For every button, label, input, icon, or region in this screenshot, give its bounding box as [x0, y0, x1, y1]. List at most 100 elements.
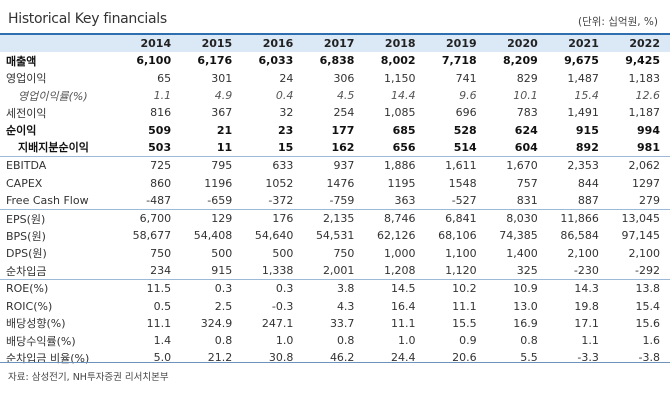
year-header: 2017 [303, 35, 365, 53]
table-cell: 1195 [387, 176, 416, 190]
table-cell: 860 [150, 176, 172, 190]
table-cell: 831 [516, 193, 538, 207]
table-cell: 306 [333, 71, 355, 85]
table-cell: 11.1 [146, 316, 172, 330]
table-cell: 509 [148, 123, 172, 137]
row-label: 매출액 [6, 54, 37, 68]
unit-label: (단위: 십억원, %) [577, 16, 658, 28]
table-cell: 6,838 [319, 54, 355, 68]
table-row: ROE(%) 11.5 0.3 0.3 3.8 14.5 10.2 10.9 14.3 13.8 [0, 279, 670, 298]
table-cell: 367 [211, 106, 233, 120]
table-cell: 16.4 [391, 299, 416, 313]
table-cell: -759 [329, 193, 355, 207]
financials-table: 2014 2015 2016 2017 2018 2019 2020 2021 … [0, 35, 670, 367]
table-cell: 2,135 [303, 208, 365, 228]
row-label: 영업이익 [6, 72, 47, 86]
table-cell: 503 [148, 140, 172, 154]
table-cell: 528 [453, 123, 477, 137]
table-cell: 254 [333, 106, 355, 120]
table-cell: 19.8 [574, 299, 599, 313]
table-cell: 783 [516, 106, 538, 120]
table-cell: 514 [453, 140, 477, 154]
table-cell: 97,145 [621, 229, 661, 243]
table-cell: 937 [303, 156, 365, 175]
table-row: 매출액 6,100 6,176 6,033 6,838 8,002 7,718 8,209 9,… [0, 52, 670, 69]
row-label: ROE(%) [0, 279, 120, 298]
table-cell: 0.3 [242, 279, 304, 298]
table-cell: 0.8 [336, 334, 355, 348]
table-row: CAPEX 860 1196 1052 1476 1195 1548 757 844 1297 [0, 174, 670, 191]
table-row: 순차입금 234 915 1,338 2,001 1,208 1,120 325 -230 -29… [0, 262, 670, 280]
table-cell: 12.6 [635, 89, 661, 103]
row-label: DPS(원) [6, 247, 47, 261]
table-row: EBITDA 725 795 633 937 1,886 1,611 1,670 2,353 2,… [0, 156, 670, 175]
table-cell: 32 [279, 106, 294, 120]
row-label: ROIC(%) [6, 299, 53, 313]
table-cell: 1,670 [486, 156, 548, 175]
table-cell: 1,120 [445, 264, 477, 277]
table-cell: 795 [181, 156, 243, 175]
table-cell: 11,866 [547, 208, 609, 228]
table-cell: 1,208 [384, 264, 416, 277]
table-cell: 0.8 [520, 334, 538, 348]
table-row: 영업이익 65 301 24 306 1,150 741 829 1,487 1,183 [0, 70, 670, 87]
year-header: 2019 [425, 35, 487, 53]
top-divider [0, 33, 670, 35]
table-cell: 750 [150, 246, 172, 260]
table-cell: 15.5 [452, 316, 477, 330]
table-cell: -230 [573, 264, 599, 277]
table-cell: 981 [637, 140, 660, 154]
table-cell: 23 [278, 123, 294, 137]
table-cell: 14.5 [364, 279, 426, 298]
table-cell: 62,126 [377, 229, 416, 243]
table-cell: 2,062 [608, 156, 670, 175]
table-cell: 16.9 [513, 316, 538, 330]
table-cell: -3.3 [577, 351, 599, 365]
table-cell: 11.1 [391, 316, 416, 330]
table-cell: 74,385 [499, 229, 538, 243]
table-cell: 624 [514, 123, 538, 137]
table-cell: 15.4 [635, 299, 661, 313]
table-cell: 8,209 [502, 54, 538, 68]
table-cell: 1,611 [425, 156, 487, 175]
table-cell: 844 [577, 176, 599, 190]
table-cell: 162 [331, 140, 355, 154]
table-cell: 46.2 [329, 351, 355, 365]
table-cell: 1297 [632, 176, 660, 190]
table-cell: 8,030 [486, 208, 548, 228]
row-label: EBITDA [0, 156, 120, 175]
table-cell: 0.4 [275, 89, 294, 103]
table-cell: 68,106 [438, 229, 477, 243]
table-row: ROIC(%) 0.5 2.5 -0.3 4.3 16.4 11.1 13.0 19.8 15.4 [0, 297, 670, 314]
row-label: 영업이익률(%) [18, 89, 88, 103]
table-cell: 6,100 [136, 54, 172, 68]
table-cell: 1,183 [628, 71, 661, 85]
table-cell: 696 [455, 106, 477, 120]
table-body: 매출액 6,100 6,176 6,033 6,838 8,002 7,718 8,209 9,… [0, 52, 670, 366]
table-cell: 8,002 [380, 54, 416, 68]
table-cell: 500 [211, 246, 233, 260]
table-cell: 1.0 [275, 334, 294, 348]
table-cell: -0.3 [271, 299, 294, 313]
table-row: 배당성향(%) 11.1 324.9 247.1 33.7 11.1 15.5 16.9 17.… [0, 315, 670, 332]
table-cell: 741 [455, 71, 477, 85]
table-cell: 757 [516, 176, 538, 190]
table-cell: 4.3 [336, 299, 355, 313]
table-row: 순차입금 비율(%) 5.0 21.2 30.8 46.2 24.4 20.6 5.5 -3.3… [0, 349, 670, 366]
table-row: 순이익 509 21 23 177 685 528 624 915 994 [0, 121, 670, 138]
table-cell: 10.1 [513, 89, 538, 103]
table-cell: 1.1 [153, 89, 172, 103]
table-row: 영업이익률(%) 1.1 4.9 0.4 4.5 14.4 9.6 10.1 15.4 12.6 [0, 87, 670, 104]
table-cell: 11.5 [120, 279, 182, 298]
row-label: Free Cash Flow [6, 193, 89, 207]
row-label: EPS(원) [0, 208, 120, 228]
table-cell: 1.0 [398, 334, 416, 348]
table-cell: -372 [268, 193, 294, 207]
table-cell: 129 [181, 208, 243, 228]
table-cell: 1196 [204, 176, 233, 190]
table-cell: 279 [639, 193, 660, 207]
year-header: 2018 [364, 35, 426, 53]
table-cell: 7,718 [441, 54, 477, 68]
table-cell: -292 [635, 264, 660, 277]
table-cell: 5.5 [520, 351, 538, 365]
